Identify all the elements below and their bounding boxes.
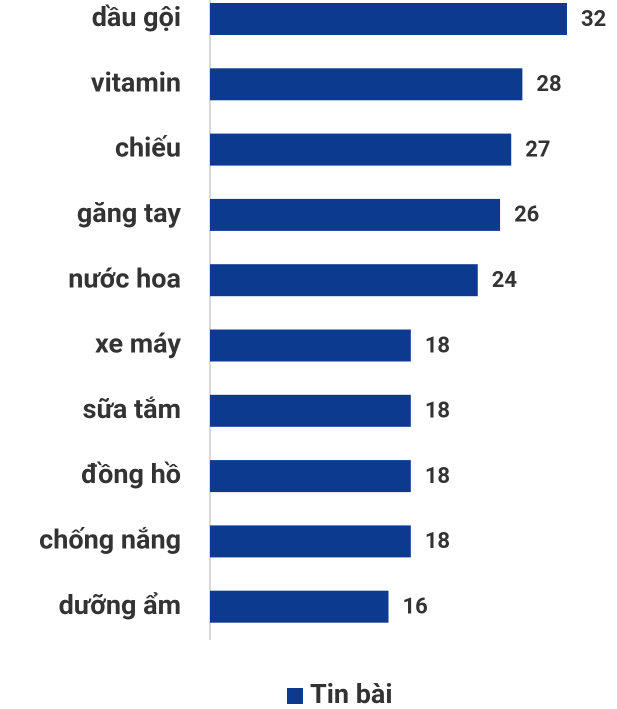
category-label: chiếu	[115, 132, 181, 164]
category-label: chống nắng	[39, 524, 181, 556]
category-label: xe máy	[95, 328, 181, 360]
bar	[210, 590, 389, 623]
category-label: vitamin	[91, 66, 181, 98]
legend-label: Tin bài	[310, 678, 393, 709]
value-label: 24	[492, 268, 518, 293]
category-label: đồng hồ	[81, 458, 181, 490]
bar	[210, 460, 411, 493]
category-label: nước hoa	[68, 262, 181, 294]
category-label: sữa tắm	[83, 393, 181, 425]
value-label: 18	[425, 333, 450, 358]
value-label: 27	[525, 137, 550, 162]
bar	[210, 394, 411, 427]
bar	[210, 264, 478, 297]
value-label: 32	[581, 7, 606, 32]
category-label: dầu gội	[92, 1, 181, 33]
bar	[210, 133, 512, 166]
bar	[210, 198, 501, 231]
bar	[210, 68, 523, 101]
bar	[210, 525, 411, 558]
value-label: 28	[536, 72, 561, 97]
category-label: găng tay	[77, 197, 182, 229]
bar	[210, 329, 411, 362]
value-label: 18	[425, 529, 450, 554]
value-label: 18	[425, 399, 450, 424]
value-label: 26	[514, 203, 539, 228]
value-label: 16	[403, 595, 428, 620]
category-label: dưỡng ẩm	[59, 589, 181, 621]
value-label: 18	[425, 464, 450, 489]
legend-swatch	[287, 688, 303, 704]
bar	[210, 3, 567, 35]
